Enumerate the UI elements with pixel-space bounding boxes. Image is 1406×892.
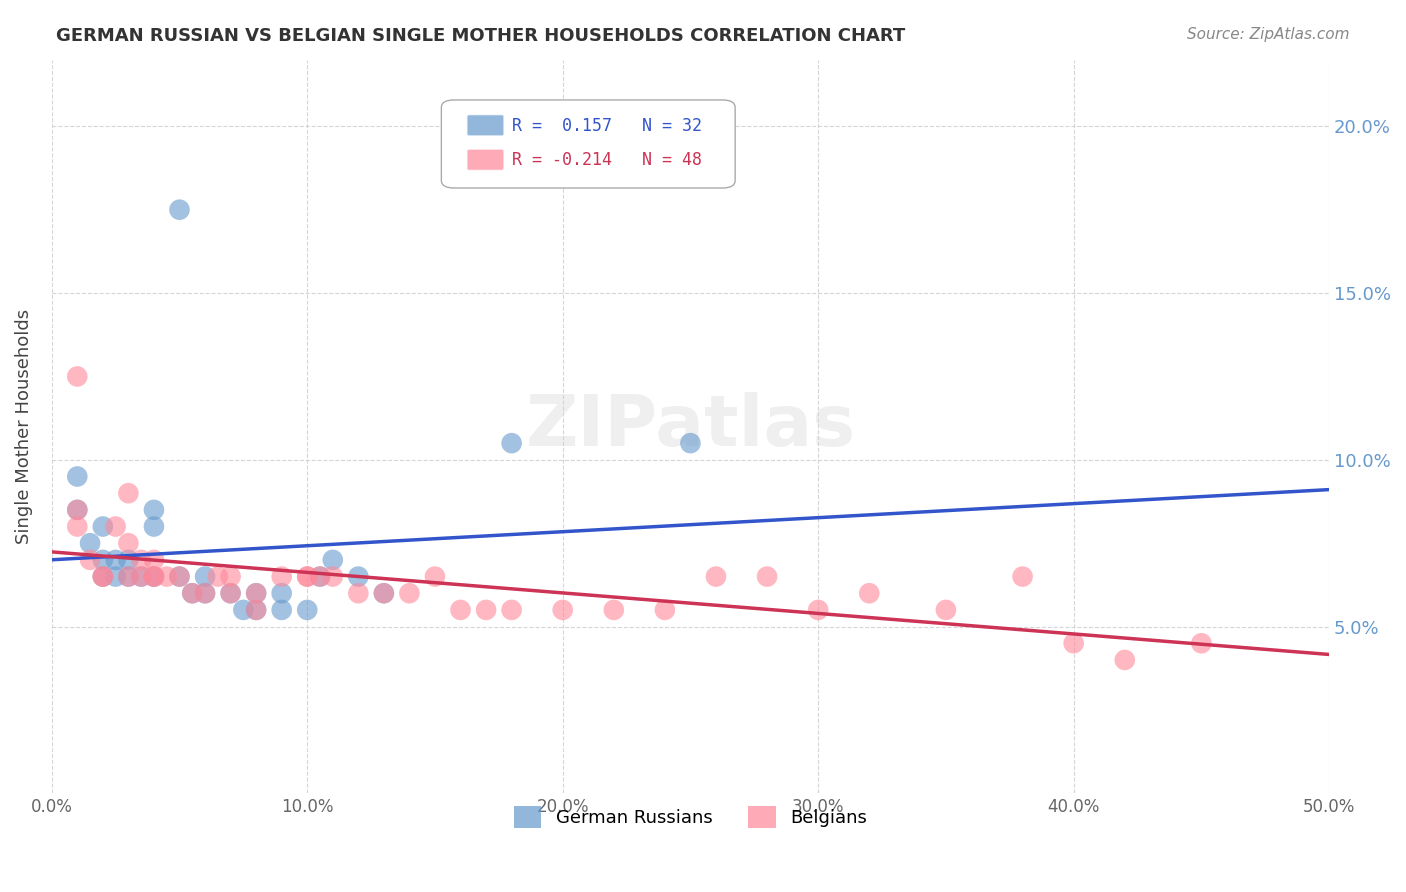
Point <box>219 569 242 583</box>
Point <box>117 569 139 583</box>
Point <box>423 569 446 583</box>
Point <box>91 553 114 567</box>
Point <box>679 436 702 450</box>
Point <box>169 569 191 583</box>
Point <box>91 569 114 583</box>
Point <box>142 569 165 583</box>
Point <box>245 586 267 600</box>
Point <box>297 603 319 617</box>
Point <box>1189 636 1212 650</box>
Point <box>347 569 370 583</box>
Text: R = -0.214   N = 48: R = -0.214 N = 48 <box>512 151 702 169</box>
Point <box>129 569 152 583</box>
Point <box>756 569 779 583</box>
Point <box>270 586 292 600</box>
Point <box>117 486 139 500</box>
Point <box>194 569 217 583</box>
Point <box>66 469 89 483</box>
Point <box>117 536 139 550</box>
Point <box>181 586 204 600</box>
Point <box>450 603 472 617</box>
Point <box>309 569 332 583</box>
Point <box>398 586 420 600</box>
Point <box>207 569 229 583</box>
Point <box>129 553 152 567</box>
Point <box>373 586 395 600</box>
Point <box>91 519 114 533</box>
Point <box>142 569 165 583</box>
Point <box>322 553 344 567</box>
Point <box>219 586 242 600</box>
Point <box>245 586 267 600</box>
Point <box>104 519 127 533</box>
Point <box>181 586 204 600</box>
Point <box>79 536 101 550</box>
Point <box>373 586 395 600</box>
Point <box>142 569 165 583</box>
Point <box>501 603 523 617</box>
Point <box>1114 653 1136 667</box>
Point <box>194 586 217 600</box>
Point <box>169 569 191 583</box>
Text: GERMAN RUSSIAN VS BELGIAN SINGLE MOTHER HOUSEHOLDS CORRELATION CHART: GERMAN RUSSIAN VS BELGIAN SINGLE MOTHER … <box>56 27 905 45</box>
FancyBboxPatch shape <box>467 115 503 136</box>
Point <box>219 586 242 600</box>
Point <box>129 569 152 583</box>
Point <box>117 553 139 567</box>
Point <box>142 503 165 517</box>
Point <box>66 519 89 533</box>
Point <box>475 603 498 617</box>
Point <box>935 603 957 617</box>
Point <box>66 369 89 384</box>
Legend: German Russians, Belgians: German Russians, Belgians <box>506 799 875 836</box>
Point <box>142 553 165 567</box>
Point <box>270 569 292 583</box>
Point <box>501 436 523 450</box>
FancyBboxPatch shape <box>441 100 735 188</box>
Point <box>309 569 332 583</box>
Point <box>104 553 127 567</box>
Point <box>91 569 114 583</box>
Point <box>104 569 127 583</box>
Point <box>91 569 114 583</box>
Point <box>245 603 267 617</box>
Point <box>807 603 830 617</box>
Point <box>654 603 676 617</box>
Point <box>117 569 139 583</box>
Point <box>79 553 101 567</box>
FancyBboxPatch shape <box>467 149 503 170</box>
Point <box>858 586 880 600</box>
Point <box>704 569 727 583</box>
Point <box>297 569 319 583</box>
Point <box>322 569 344 583</box>
Point <box>297 569 319 583</box>
Text: R =  0.157   N = 32: R = 0.157 N = 32 <box>512 117 702 135</box>
Point <box>551 603 574 617</box>
Point <box>347 586 370 600</box>
Y-axis label: Single Mother Households: Single Mother Households <box>15 309 32 544</box>
Point <box>66 503 89 517</box>
Point <box>232 603 254 617</box>
Point <box>1011 569 1033 583</box>
Point <box>169 202 191 217</box>
Text: ZIPatlas: ZIPatlas <box>526 392 855 461</box>
Text: Source: ZipAtlas.com: Source: ZipAtlas.com <box>1187 27 1350 42</box>
Point <box>142 519 165 533</box>
Point <box>156 569 179 583</box>
Point <box>245 603 267 617</box>
Point <box>66 503 89 517</box>
Point <box>194 586 217 600</box>
Point <box>1063 636 1085 650</box>
Point <box>270 603 292 617</box>
Point <box>603 603 626 617</box>
